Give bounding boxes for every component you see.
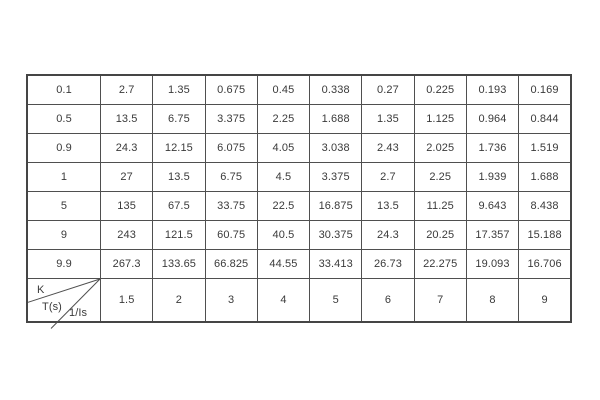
table-cell-value: 19.093 bbox=[465, 248, 520, 279]
table-cell-value: 0.225 bbox=[413, 74, 467, 105]
table-cell-value: 20.25 bbox=[413, 219, 467, 250]
table-cell-value: 2.7 bbox=[361, 161, 415, 192]
table-cell-value: 2.025 bbox=[413, 132, 467, 163]
row-k-value: 9 bbox=[26, 219, 101, 250]
table-cell-value: 22.5 bbox=[256, 190, 311, 221]
table-cell-value: 243 bbox=[99, 219, 154, 250]
column-header-ts-value: 1.5 bbox=[99, 277, 154, 323]
column-header-ts-value: 8 bbox=[465, 277, 520, 323]
table-cell-value: 26.73 bbox=[361, 248, 415, 279]
table-cell-value: 16.875 bbox=[309, 190, 363, 221]
table-cell-value: 1.939 bbox=[465, 161, 520, 192]
table-cell-value: 40.5 bbox=[256, 219, 311, 250]
table-cell-value: 8.438 bbox=[518, 190, 572, 221]
table-cell-value: 0.27 bbox=[361, 74, 415, 105]
table-cell-value: 121.5 bbox=[152, 219, 206, 250]
table-cell-value: 11.25 bbox=[413, 190, 467, 221]
table-cell-value: 16.706 bbox=[518, 248, 572, 279]
table-cell-value: 1.736 bbox=[465, 132, 520, 163]
table-cell-value: 3.375 bbox=[309, 161, 363, 192]
table-cell-value: 30.375 bbox=[309, 219, 363, 250]
table-cell-value: 6.75 bbox=[152, 103, 206, 134]
table-cell-value: 24.3 bbox=[361, 219, 415, 250]
corner-label-k: K bbox=[37, 283, 45, 296]
table-cell-value: 13.5 bbox=[152, 161, 206, 192]
table-footer: K T(s) 1/Is 1.5 2 3 4 5 6 7 8 9 bbox=[26, 277, 572, 323]
table-cell-value: 0.338 bbox=[309, 74, 363, 105]
table-row: 9 243 121.5 60.75 40.5 30.375 24.3 20.25 17.357 1… bbox=[26, 219, 572, 250]
table-cell-value: 2.43 bbox=[361, 132, 415, 163]
table-cell-value: 12.15 bbox=[152, 132, 206, 163]
row-k-value: 0.1 bbox=[26, 74, 101, 105]
table-cell-value: 1.688 bbox=[518, 161, 572, 192]
table-cell-value: 133.65 bbox=[152, 248, 206, 279]
table-row: 5 135 67.5 33.75 22.5 16.875 13.5 11.25 9.643 8.4… bbox=[26, 190, 572, 221]
row-k-value: 0.9 bbox=[26, 132, 101, 163]
table-cell-value: 60.75 bbox=[204, 219, 258, 250]
table-cell-value: 1.688 bbox=[309, 103, 363, 134]
column-header-ts-value: 4 bbox=[256, 277, 311, 323]
table-cell-value: 0.45 bbox=[256, 74, 311, 105]
table-row: 9.9 267.3 133.65 66.825 44.55 33.413 26.73 22.2… bbox=[26, 248, 572, 279]
table-cell-value: 6.75 bbox=[204, 161, 258, 192]
table-cell-value: 33.413 bbox=[309, 248, 363, 279]
table-body: 0.1 2.7 1.35 0.675 0.45 0.338 0.27 0.225 0.193 0.… bbox=[26, 74, 572, 279]
row-k-value: 5 bbox=[26, 190, 101, 221]
corner-label-1is: 1/Is bbox=[69, 306, 88, 319]
column-header-ts-value: 7 bbox=[413, 277, 467, 323]
k-ts-data-table: 0.1 2.7 1.35 0.675 0.45 0.338 0.27 0.225 0.193 0.… bbox=[26, 74, 572, 323]
corner-cell: K T(s) 1/Is bbox=[26, 277, 101, 322]
header-row: K T(s) 1/Is 1.5 2 3 4 5 6 7 8 9 bbox=[26, 277, 572, 323]
table-cell-value: 44.55 bbox=[256, 248, 311, 279]
table-row: 0.9 24.3 12.15 6.075 4.05 3.038 2.43 2.025 1.736… bbox=[26, 132, 572, 163]
row-k-value: 9.9 bbox=[26, 248, 101, 279]
table-cell-value: 9.643 bbox=[465, 190, 520, 221]
table-cell-value: 17.357 bbox=[465, 219, 520, 250]
table-cell-value: 22.275 bbox=[413, 248, 467, 279]
table-cell-value: 0.675 bbox=[204, 74, 258, 105]
page: 0.1 2.7 1.35 0.675 0.45 0.338 0.27 0.225 0.193 0.… bbox=[26, 74, 572, 323]
table-cell-value: 4.05 bbox=[256, 132, 311, 163]
table-cell-value: 4.5 bbox=[256, 161, 311, 192]
table-cell-value: 0.169 bbox=[518, 74, 572, 105]
table-cell-value: 2.25 bbox=[256, 103, 311, 134]
column-header-ts-value: 3 bbox=[204, 277, 258, 323]
table-cell-value: 13.5 bbox=[99, 103, 154, 134]
column-header-ts-value: 6 bbox=[361, 277, 415, 323]
column-header-ts-value: 2 bbox=[152, 277, 206, 323]
table-row: 0.5 13.5 6.75 3.375 2.25 1.688 1.35 1.125 0.964 0… bbox=[26, 103, 572, 134]
table-cell-value: 2.25 bbox=[413, 161, 467, 192]
table-cell-value: 66.825 bbox=[204, 248, 258, 279]
table-cell-value: 0.964 bbox=[465, 103, 520, 134]
table-cell-value: 6.075 bbox=[204, 132, 258, 163]
table-cell-value: 3.038 bbox=[309, 132, 363, 163]
table-row: 0.1 2.7 1.35 0.675 0.45 0.338 0.27 0.225 0.193 0.… bbox=[26, 74, 572, 105]
table-cell-value: 1.519 bbox=[518, 132, 572, 163]
column-header-ts-value: 5 bbox=[309, 277, 363, 323]
table-cell-value: 1.125 bbox=[413, 103, 467, 134]
table-cell-value: 13.5 bbox=[361, 190, 415, 221]
table-cell-value: 24.3 bbox=[99, 132, 154, 163]
table-cell-value: 27 bbox=[99, 161, 154, 192]
table-cell-value: 67.5 bbox=[152, 190, 206, 221]
row-k-value: 0.5 bbox=[26, 103, 101, 134]
table-cell-value: 33.75 bbox=[204, 190, 258, 221]
table-cell-value: 1.35 bbox=[152, 74, 206, 105]
table-cell-value: 0.844 bbox=[518, 103, 572, 134]
corner-label-ts: T(s) bbox=[42, 300, 62, 313]
table-row: 1 27 13.5 6.75 4.5 3.375 2.7 2.25 1.939 1.688 bbox=[26, 161, 572, 192]
table-cell-value: 15.188 bbox=[518, 219, 572, 250]
table-cell-value: 3.375 bbox=[204, 103, 258, 134]
table-cell-value: 1.35 bbox=[361, 103, 415, 134]
table-cell-value: 267.3 bbox=[99, 248, 154, 279]
table-cell-value: 135 bbox=[99, 190, 154, 221]
row-k-value: 1 bbox=[26, 161, 101, 192]
column-header-ts-value: 9 bbox=[518, 277, 572, 323]
table-cell-value: 2.7 bbox=[99, 74, 154, 105]
table-cell-value: 0.193 bbox=[465, 74, 520, 105]
